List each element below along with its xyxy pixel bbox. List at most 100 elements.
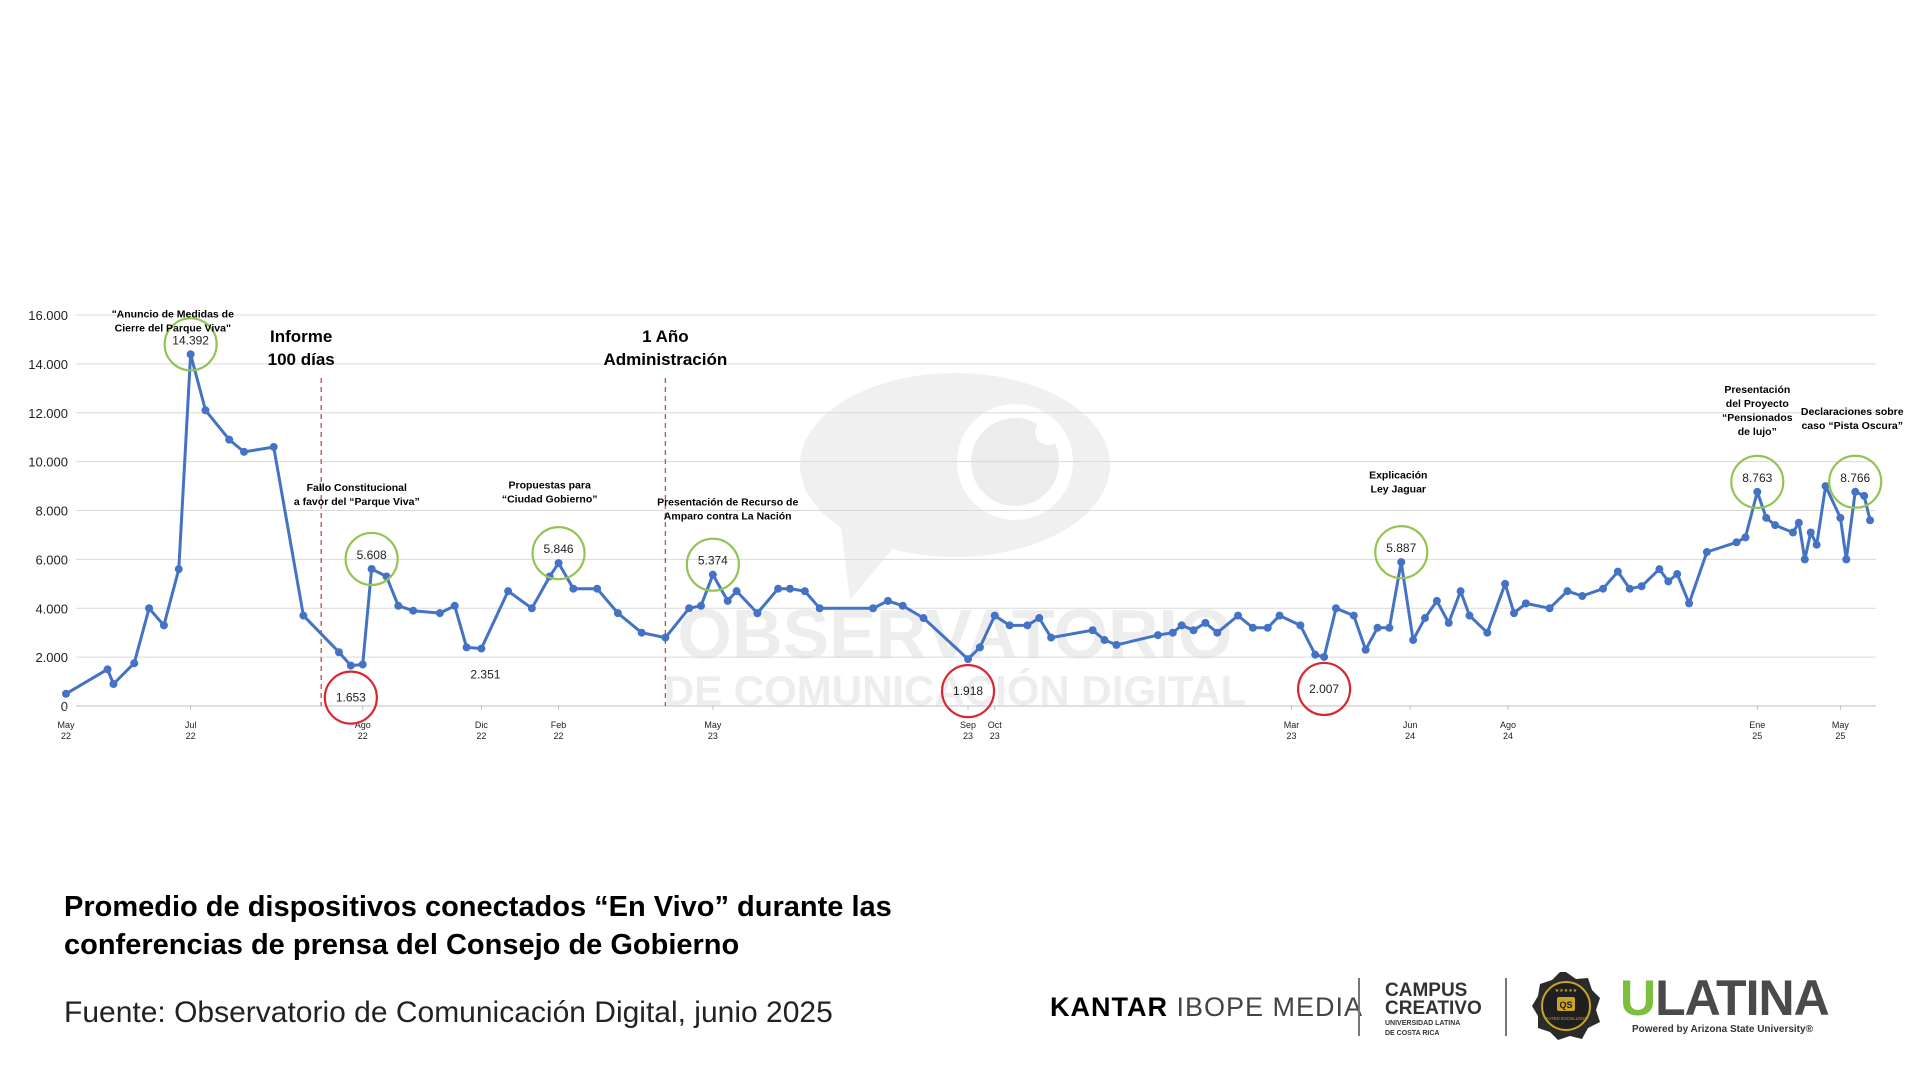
data-point — [569, 584, 578, 593]
qs-rating-badge: QS RATED EXCELLENT ★★★★★ — [1532, 972, 1600, 1040]
data-point — [1296, 621, 1305, 630]
data-point — [1483, 628, 1492, 637]
x-tick-year: 23 — [1286, 731, 1296, 741]
data-point — [1397, 558, 1406, 567]
annotation-text: Cierre del Parque Viva" — [115, 322, 231, 334]
data-point — [1771, 521, 1780, 530]
data-point — [1409, 636, 1418, 645]
data-label: 2.007 — [1309, 682, 1339, 696]
annotation-text: Explicación — [1369, 470, 1427, 482]
logo-strip: KANTAR IBOPE MEDIA CAMPUS CREATIVO UNIVE… — [1050, 970, 1900, 1040]
x-axis-ticks: May22Jul22Ago22Dic22Feb22May23Sep23Oct23… — [57, 706, 1849, 741]
caption-line-2: conferencias de prensa del Consejo de Go… — [64, 929, 740, 961]
ibope-media-word: IBOPE MEDIA — [1176, 992, 1364, 1022]
data-point — [1373, 623, 1382, 632]
peak-circle — [1374, 525, 1429, 580]
x-tick-year: 22 — [61, 731, 71, 741]
annotation-text: “Ciudad Gobierno” — [502, 494, 598, 506]
data-point — [869, 604, 878, 613]
data-point — [1866, 516, 1875, 525]
x-tick-year: 22 — [554, 731, 564, 741]
data-point — [990, 611, 999, 620]
data-point — [1578, 592, 1587, 601]
data-point — [1741, 533, 1750, 542]
peak-circle — [1828, 454, 1883, 509]
x-tick-year: 23 — [990, 731, 1000, 741]
data-label: 5.846 — [544, 542, 574, 556]
annotation-text: Declaraciones sobre — [1801, 406, 1904, 418]
data-point — [708, 570, 717, 579]
annotation-text: de lujo” — [1738, 426, 1777, 438]
campus-sub-1: UNIVERSIDAD LATINA — [1385, 1020, 1461, 1027]
milestone-title: 1 Año — [642, 327, 689, 346]
x-tick-year: 23 — [708, 731, 718, 741]
ulatina-powered-by: Powered by Arizona State University® — [1632, 1024, 1813, 1035]
data-point — [1860, 491, 1869, 500]
data-point — [1836, 513, 1845, 522]
data-point — [1762, 513, 1771, 522]
y-tick-label: 0 — [61, 699, 68, 714]
y-tick-label: 4.000 — [35, 601, 68, 616]
x-tick-month: Jul — [185, 720, 197, 730]
data-point — [109, 680, 118, 689]
campus-sub-2: DE COSTA RICA — [1385, 1030, 1440, 1037]
data-point — [477, 644, 486, 653]
data-point — [103, 665, 112, 674]
chart-grid — [76, 314, 1876, 707]
data-point — [1625, 584, 1634, 593]
data-point — [753, 609, 762, 618]
data-point — [394, 601, 403, 610]
low-circle — [940, 664, 996, 719]
milestone-title: Informe — [270, 327, 332, 346]
data-point — [1331, 604, 1340, 613]
highlight-circles: 14.392 5.608 5.846 5.374 5.887 8.763 8.766 1.65… — [163, 317, 1883, 725]
data-point — [462, 643, 471, 652]
data-point — [661, 633, 670, 642]
annotation-text: Amparo contra La Nación — [664, 511, 792, 523]
annotation-text: Presentación — [1724, 384, 1790, 396]
data-point — [696, 601, 705, 610]
data-point — [1842, 555, 1851, 564]
milestone-title: Administración — [604, 350, 728, 369]
data-point — [201, 406, 210, 415]
data-point — [450, 601, 459, 610]
data-point — [1035, 614, 1044, 623]
data-point — [1177, 621, 1186, 630]
ulatina-u: U — [1620, 970, 1656, 1026]
logo-divider — [1505, 978, 1507, 1036]
annotation-text: a favor del “Parque Viva” — [294, 496, 420, 508]
svg-text:★★★★★: ★★★★★ — [1555, 988, 1578, 994]
data-point — [435, 609, 444, 618]
data-label: 2.351 — [470, 668, 500, 682]
data-point — [1361, 645, 1370, 654]
data-point — [964, 655, 973, 664]
data-point — [1385, 623, 1394, 632]
data-point — [1732, 538, 1741, 547]
annotation-text: Presentación de Recurso de — [657, 497, 798, 509]
data-point — [1047, 633, 1056, 642]
ulatina-logo: ULATINA Powered by Arizona State Univers… — [1620, 970, 1830, 1036]
x-tick-month: Dic — [475, 720, 488, 730]
data-point — [1800, 555, 1809, 564]
data-point — [358, 660, 367, 669]
data-point — [1501, 579, 1510, 588]
data-point — [1005, 621, 1014, 630]
peak-circle — [163, 317, 218, 372]
data-label: 8.763 — [1742, 471, 1772, 485]
annotation-text: caso “Pista Oscura” — [1801, 420, 1903, 432]
data-point — [1521, 599, 1530, 608]
data-point — [1851, 487, 1860, 496]
peak-circle — [531, 526, 586, 581]
milestone-title: 100 días — [268, 350, 335, 369]
y-tick-label: 8.000 — [35, 504, 68, 519]
data-point — [299, 611, 308, 620]
data-point — [898, 601, 907, 610]
data-point — [883, 596, 892, 605]
data-point — [1088, 626, 1097, 635]
data-point — [1112, 640, 1121, 649]
data-point — [1806, 528, 1815, 537]
x-tick-month: Mar — [1284, 720, 1300, 730]
x-tick-month: May — [1832, 720, 1850, 730]
